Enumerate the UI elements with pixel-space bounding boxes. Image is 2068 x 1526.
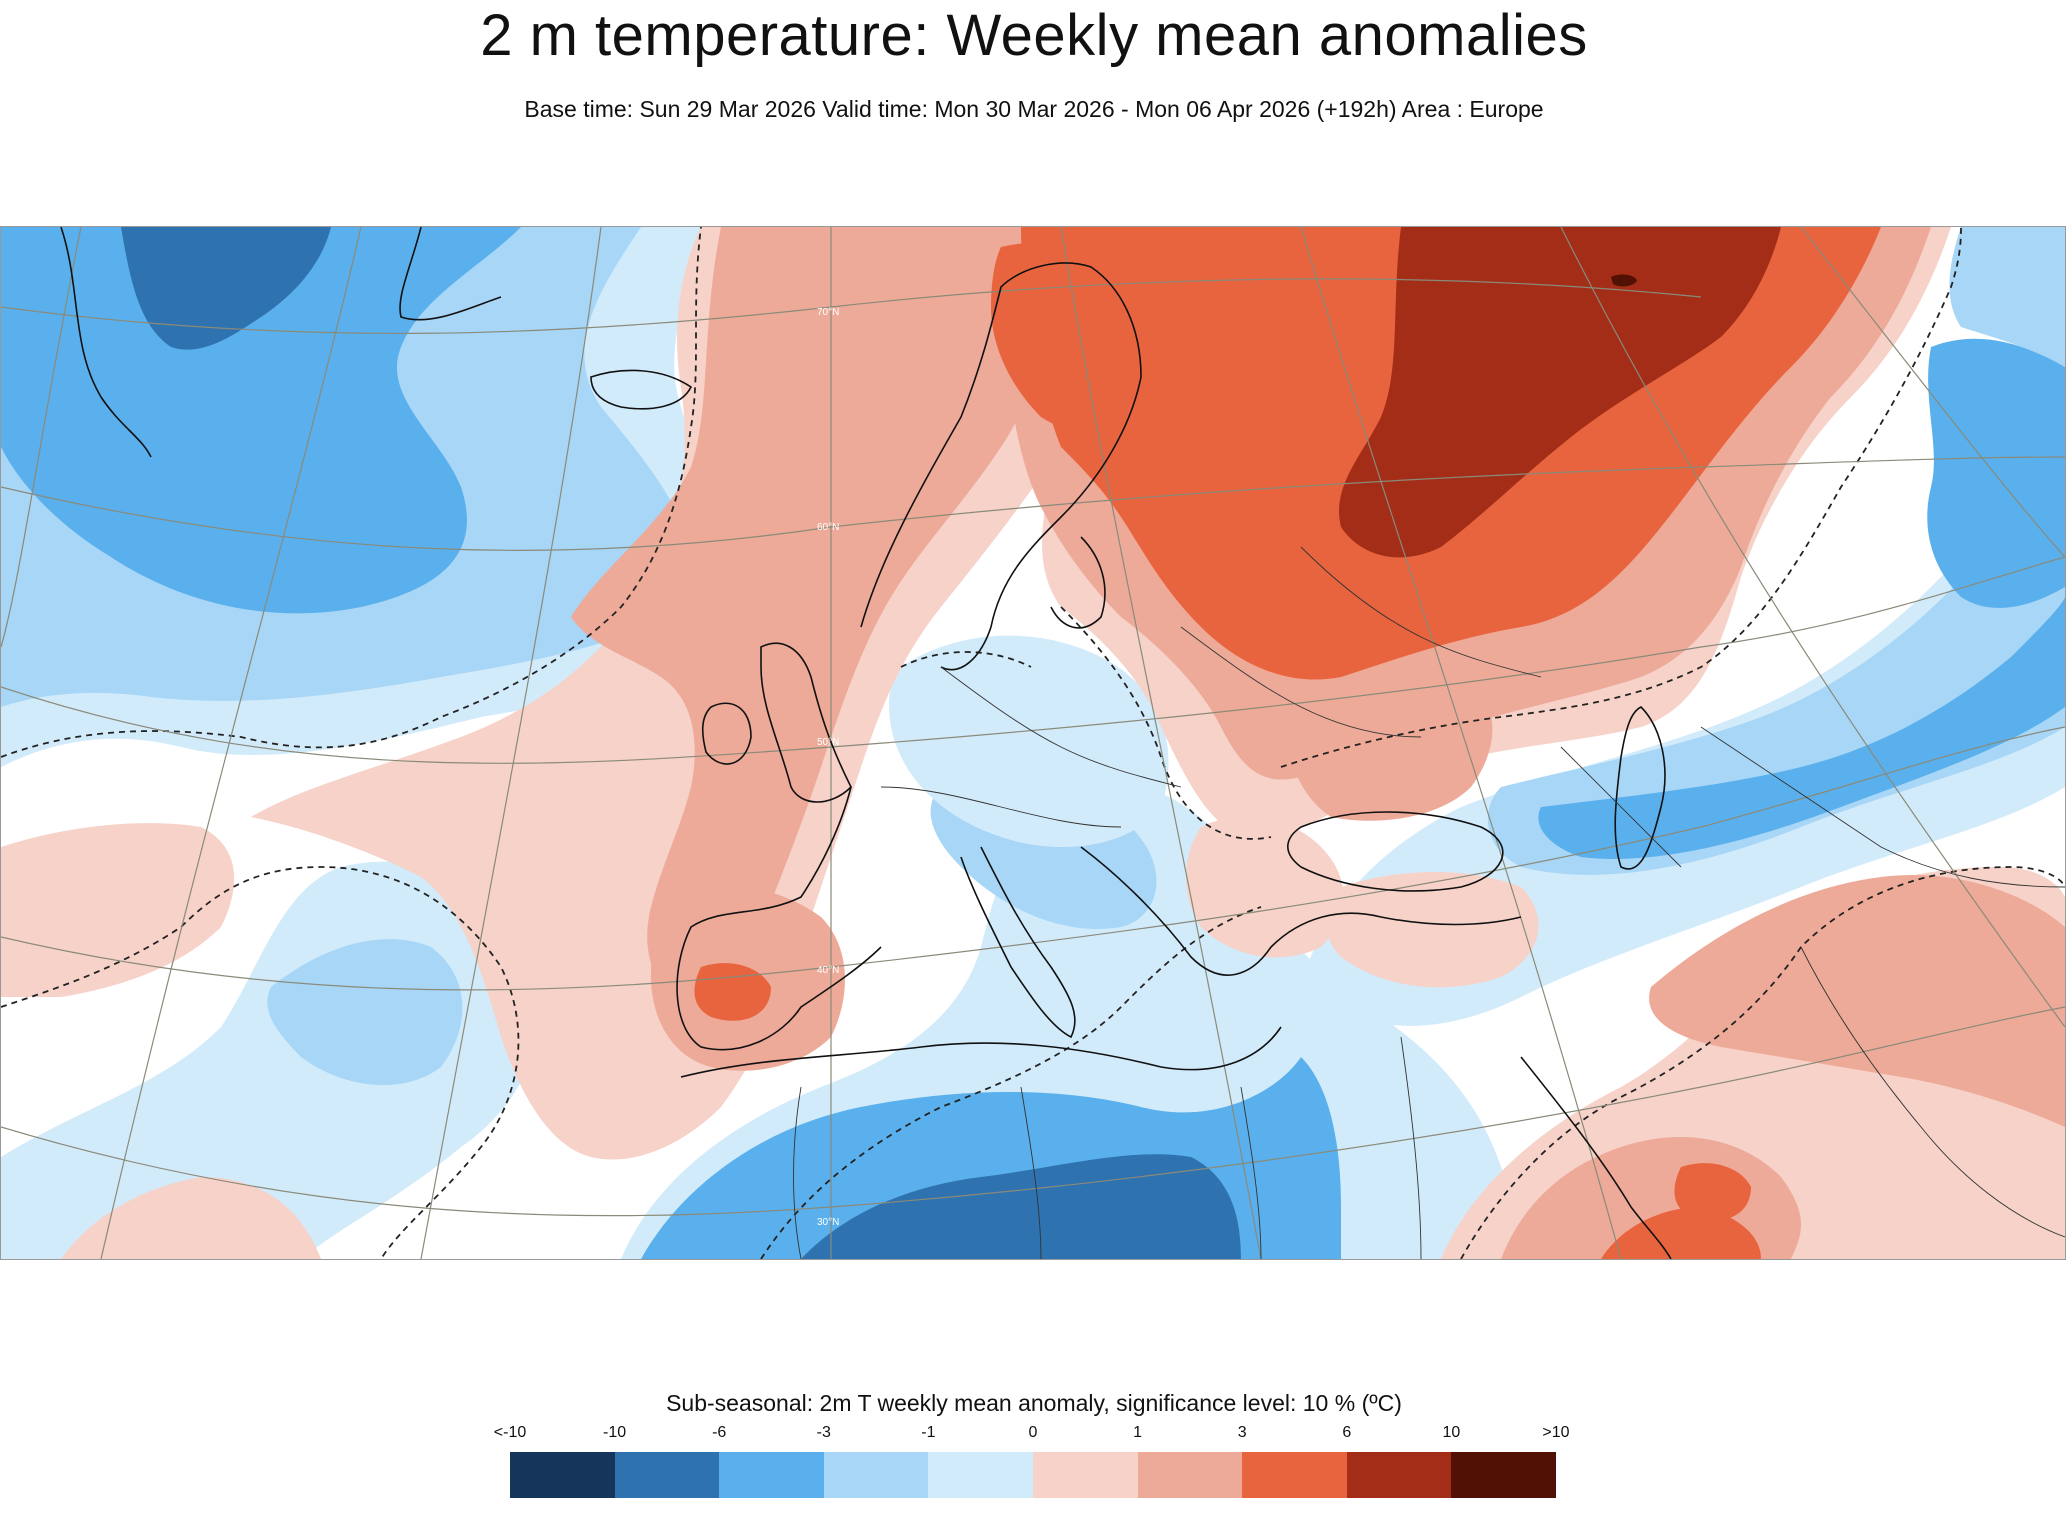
country-borders [793,546,2065,1259]
black-sea-coast [1287,811,1504,892]
iceland-coast [590,369,693,410]
map-title: 2 m temperature: Weekly mean anomalies [480,3,1588,68]
anomaly-region-subtropic-atlantic-mid [267,939,463,1086]
anomaly-region-northeast-light [1949,227,2065,367]
red-sea-coast [1520,1056,1672,1259]
anomaly-region-red-sea-strong [1674,1163,1751,1221]
anomaly-region-northeast-blue [1927,338,2065,608]
anomaly-region-turkey-light [1326,872,1539,988]
france-iberia-coast [676,786,882,1051]
anomaly-region-west-europe-mid [571,227,1054,997]
lat-label-30: 30°N [817,1217,839,1228]
anomaly-region-greenland-strong [381,227,481,307]
legend-label: -3 [816,1424,831,1441]
anomaly-region-east-light [1301,387,2065,1026]
anomaly-region-russia-dark [1339,227,1781,558]
lat-label-50: 50°N [817,737,839,748]
greenland-coast [60,227,152,458]
map-subtitle: Base time: Sun 29 Mar 2026 Valid time: M… [524,96,1544,122]
legend-label: 6 [1342,1424,1352,1441]
anomaly-region-russia-darkest [1611,274,1637,287]
legend-label: -6 [712,1424,727,1441]
anomaly-region-mid-atlantic-warm [1,823,235,997]
anomaly-region-fennoscandia-strong [991,243,1142,431]
greenland-east-coast [399,227,502,321]
significance-contours [1,227,2065,1259]
lat-label-40: 40°N [817,965,839,976]
anomaly-region-central-europe [889,635,1169,847]
legend-color-cell [1032,1452,1138,1498]
legend-title: Sub-seasonal: 2m T weekly mean anomaly, … [666,1390,1402,1416]
baltic-coast [1050,536,1106,629]
anomaly-region-atlantic-strong [1,227,521,614]
legend-label: -10 [603,1424,627,1441]
anomaly-region-arabia-mid [1649,875,2065,1127]
coastlines [60,227,1672,1259]
ireland-coast [701,702,752,765]
legend-label: <-10 [493,1424,527,1441]
legend-label: -1 [921,1424,936,1441]
balkans-turkey-coast [1080,846,1522,976]
scandinavia-coast [860,262,1142,671]
legend-colorbar [510,1452,1556,1498]
anomaly-region-east-strong [1538,597,2065,859]
anomaly-map: 70°N 60°N 50°N 40°N 30°N [0,226,2066,1260]
legend-color-cell [1346,1452,1452,1498]
lat-label-70: 70°N [817,307,839,318]
legend-color-cell [1242,1452,1347,1498]
lat-label-60: 60°N [817,522,839,533]
legend-color-cell [1451,1452,1556,1498]
anomaly-region-iberia-strong [694,963,771,1021]
legend-color-cell [719,1452,824,1498]
anomaly-map-svg: 70°N 60°N 50°N 40°N 30°N [1,227,2065,1259]
north-africa-coast [680,1026,1282,1078]
anomaly-region-subtropic-warm [61,1177,321,1259]
caspian-coast [1614,706,1666,870]
legend-color-cell [510,1452,615,1498]
anomaly-region-greenland-dark [121,227,331,350]
legend-label: 3 [1237,1424,1247,1441]
legend-label: 1 [1133,1424,1143,1441]
legend-color-cell [928,1452,1033,1498]
legend-color-cell [614,1452,720,1498]
legend-label: 10 [1442,1424,1461,1441]
anomaly-region-ukraine-mid [1288,673,1493,821]
italy-coast [960,846,1076,1039]
legend-labels: <-10 -10 -6 -3 -1 0 1 3 6 10 >10 [0,1424,2068,1446]
legend-color-cell [823,1452,929,1498]
anomaly-region-balkans-light [1186,816,1344,958]
legend-label: 0 [1028,1424,1038,1441]
legend-color-cell [1137,1452,1243,1498]
anomaly-region-north-africa-dark [801,1154,1241,1259]
legend-label: >10 [1542,1424,1570,1441]
